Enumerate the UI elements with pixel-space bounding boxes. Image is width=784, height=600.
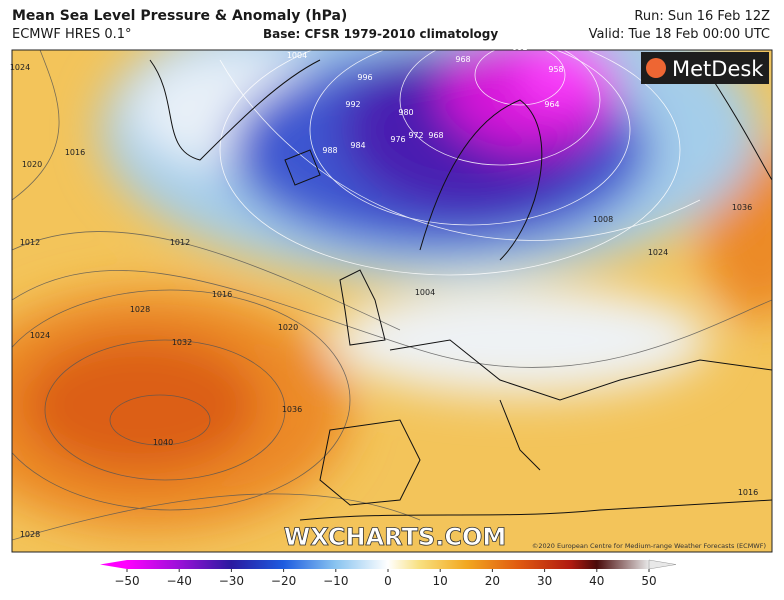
colorbar-tick-label: 20	[485, 574, 500, 588]
isobar-label: 1020	[22, 160, 42, 169]
isobar-label: 1028	[20, 530, 40, 539]
model: ECMWF HRES 0.1°	[12, 27, 132, 42]
colorbar	[127, 560, 649, 569]
isobar-label: 1024	[30, 331, 50, 340]
map	[12, 50, 772, 552]
isobar-label: 984	[350, 141, 365, 150]
colorbar-tick-label: 40	[589, 574, 604, 588]
colorbar-tick-label: 30	[537, 574, 552, 588]
colorbar-tick-label: 10	[433, 574, 448, 588]
isobar-label: 952	[512, 43, 527, 52]
isobar-label: 968	[455, 55, 470, 64]
isobar-label: 1036	[732, 203, 752, 212]
isobar-label: 980	[398, 108, 413, 117]
isobar-label: 958	[548, 65, 563, 74]
map-frame	[11, 49, 773, 553]
logo-icon	[646, 58, 666, 78]
isobar-label: 1012	[170, 238, 190, 247]
isobar-label: 1036	[282, 405, 302, 414]
isobar-label: 964	[544, 100, 559, 109]
copyright: ©2020 European Centre for Medium-range W…	[532, 542, 766, 550]
valid: Valid: Tue 18 Feb 00:00 UTC	[588, 27, 770, 42]
colorbar-tick-label: −30	[219, 574, 244, 588]
colorbar-tick-label: −50	[114, 574, 139, 588]
isobar-label: 1012	[20, 238, 40, 247]
isobar-label: 1032	[172, 338, 192, 347]
watermark: WXCHARTS.COM	[284, 523, 506, 551]
isobar-label: 1040	[153, 438, 173, 447]
isobar-label: 992	[345, 100, 360, 109]
isobar-label: 1016	[738, 488, 758, 497]
isobar-label: 1016	[212, 290, 232, 299]
isobar-label: 1008	[593, 215, 613, 224]
colorbar-max-arrow	[648, 559, 677, 570]
title: Mean Sea Level Pressure & Anomaly (hPa)	[12, 8, 348, 24]
isobar-label: 1028	[130, 305, 150, 314]
colorbar-min-arrow	[100, 560, 127, 569]
isobar-label: 1024	[10, 63, 30, 72]
isobar-label: 976	[390, 135, 405, 144]
isobar-label: 1004	[415, 288, 435, 297]
base: Base: CFSR 1979-2010 climatology	[263, 27, 499, 41]
isobar-label: 1016	[65, 148, 85, 157]
colorbar-tick-label: −20	[271, 574, 296, 588]
isobar-label: 996	[357, 73, 372, 82]
run: Run: Sun 16 Feb 12Z	[634, 9, 770, 24]
colorbar-tick-label: 0	[384, 574, 392, 588]
logo: MetDesk	[672, 57, 764, 81]
isobar-label: 968	[428, 131, 443, 140]
colorbar-tick-label: 50	[641, 574, 656, 588]
isobar-label: 1004	[287, 51, 307, 60]
isobar-label: 1024	[648, 248, 668, 257]
isobar-label: 1020	[278, 323, 298, 332]
colorbar-tick-label: −10	[323, 574, 348, 588]
colorbar-tick-label: −40	[167, 574, 192, 588]
isobar-label: 988	[322, 146, 337, 155]
isobar-label: 972	[408, 131, 423, 140]
